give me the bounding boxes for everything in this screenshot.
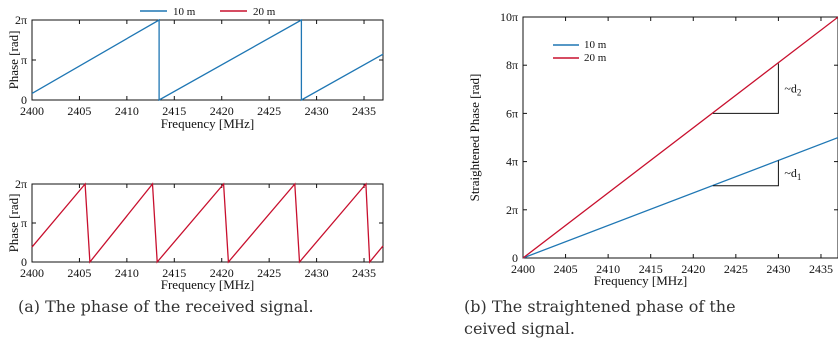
x-tick-label: 2400	[20, 104, 44, 118]
x-tick-label: 2410	[115, 266, 139, 280]
series-line-20m	[31, 182, 384, 264]
x-tick-label: 2430	[305, 266, 329, 280]
slope-annotation-label: ~d2	[784, 81, 801, 97]
x-tick-label: 2415	[162, 266, 186, 280]
x-tick-label: 2420	[210, 266, 234, 280]
slope-marker	[712, 63, 779, 114]
x-axis-label: Frequency [MHz]	[594, 273, 688, 288]
plot-frame-a-bottom	[31, 183, 384, 263]
plot-frame-a-top	[31, 19, 384, 101]
x-tick-label: 2420	[681, 262, 705, 276]
legend-label-10m: 10 m	[173, 6, 196, 18]
x-tick-label: 2420	[210, 104, 234, 118]
x-tick-label: 2425	[724, 262, 748, 276]
x-tick-label: 2410	[115, 104, 139, 118]
x-tick-label: 2435	[352, 104, 376, 118]
y-tick-label: 6π	[506, 106, 518, 120]
legend-label-10m: 10 m	[584, 39, 607, 51]
slope-marker	[712, 160, 779, 187]
series-line-10m	[31, 18, 384, 102]
y-tick-label: 0	[512, 251, 518, 265]
x-axis-label: Frequency [MHz]	[161, 116, 255, 131]
x-tick-label: 2435	[809, 262, 833, 276]
x-tick-label: 2415	[639, 262, 663, 276]
y-axis-label: Phase [rad]	[6, 194, 21, 253]
x-tick-label: 2400	[20, 266, 44, 280]
x-tick-label: 2435	[352, 266, 376, 280]
x-tick-label: 2400	[511, 262, 535, 276]
x-axis-label: Frequency [MHz]	[161, 277, 255, 292]
y-tick-label: 4π	[506, 155, 518, 169]
legend-label-20m: 20 m	[584, 52, 607, 64]
x-tick-label: 2410	[596, 262, 620, 276]
x-tick-label: 2415	[162, 104, 186, 118]
series-line-10m	[522, 136, 838, 259]
y-tick-label: 0	[21, 93, 27, 107]
slope-annotation-subscript: 1	[797, 172, 802, 182]
y-tick-label: 0	[21, 255, 27, 269]
y-tick-label: 10π	[500, 10, 518, 24]
y-tick-label: 2π	[15, 177, 27, 191]
y-tick-label: 2π	[506, 203, 518, 217]
x-tick-label: 2425	[257, 104, 281, 118]
legend-label-20m: 20 m	[253, 6, 276, 18]
x-tick-label: 2405	[67, 266, 91, 280]
slope-annotation-label: ~d1	[784, 166, 801, 182]
x-tick-label: 2405	[67, 104, 91, 118]
y-tick-label: 2π	[15, 13, 27, 27]
x-tick-label: 2405	[554, 262, 578, 276]
caption-b-line2: ceived signal.	[464, 319, 575, 338]
plot-frame-b	[522, 16, 838, 259]
caption-b-line1: (b) The straightened phase of the	[464, 297, 736, 316]
y-axis-label: Phase [rad]	[6, 31, 21, 90]
y-tick-label: π	[21, 216, 27, 230]
x-tick-label: 2425	[257, 266, 281, 280]
slope-annotation-subscript: 2	[797, 87, 802, 97]
y-tick-label: 8π	[506, 58, 518, 72]
x-tick-label: 2430	[766, 262, 790, 276]
y-tick-label: π	[21, 53, 27, 67]
series-line-20m	[522, 16, 838, 259]
x-tick-label: 2430	[305, 104, 329, 118]
y-axis-label: Straightened Phase [rad]	[467, 74, 482, 202]
caption-a: (a) The phase of the received signal.	[18, 297, 314, 316]
